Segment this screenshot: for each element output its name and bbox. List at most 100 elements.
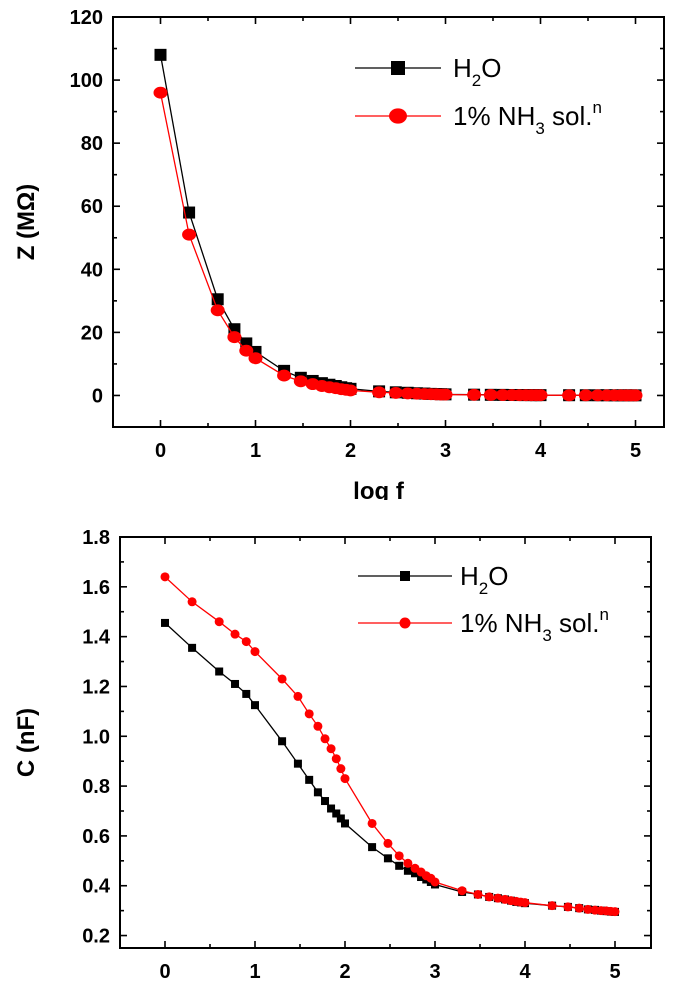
data-point: [154, 48, 167, 61]
data-point: [332, 809, 341, 818]
data-point: [457, 886, 467, 896]
x-tick-label: 5: [630, 440, 641, 462]
data-point: [293, 691, 303, 701]
x-axis-title: log f: [353, 478, 405, 500]
y-tick-label: 1.8: [82, 527, 110, 549]
data-point: [383, 854, 392, 863]
data-point: [248, 352, 263, 365]
y-tick-label: 1.0: [82, 726, 110, 748]
legend-label: 1% NH3 sol.n: [453, 98, 602, 138]
y-axis-title: Z (MΩ): [13, 184, 40, 261]
data-point: [313, 721, 323, 731]
data-point: [215, 667, 224, 676]
x-tick-label: 1: [249, 961, 260, 983]
legend-entry-h2o: H2O: [358, 561, 508, 598]
data-point: [278, 737, 287, 746]
series-nh3: [153, 86, 643, 402]
data-point: [336, 814, 345, 823]
data-point: [473, 889, 483, 899]
data-point: [230, 629, 240, 639]
legend-label: H2O: [460, 561, 508, 598]
data-point: [183, 206, 196, 219]
data-point: [484, 892, 494, 902]
data-point: [326, 744, 336, 754]
data-point: [533, 389, 548, 402]
data-point: [341, 819, 349, 828]
plot-frame: [112, 16, 665, 428]
data-point: [293, 759, 302, 768]
series-line: [159, 92, 636, 397]
x-tick-label: 0: [155, 440, 166, 462]
legend-entry-nh3: 1% NH3 sol.n: [355, 98, 602, 138]
data-point: [153, 86, 168, 99]
y-tick-label: 0.6: [82, 826, 110, 848]
data-point: [563, 902, 573, 912]
data-point: [251, 701, 259, 710]
data-point: [340, 774, 350, 784]
data-point: [210, 304, 225, 317]
x-tick-label: 0: [159, 961, 170, 983]
data-point: [628, 389, 643, 402]
data-point: [403, 858, 413, 868]
data-point: [343, 384, 358, 397]
data-point: [161, 618, 169, 627]
y-tick-label: 1.2: [82, 676, 110, 698]
data-point: [336, 764, 346, 774]
data-point: [562, 389, 577, 402]
y-tick-label: 0.4: [82, 876, 111, 898]
data-point: [250, 647, 260, 657]
data-point: [383, 838, 393, 848]
x-tick-label: 4: [519, 961, 531, 983]
data-point: [239, 344, 254, 357]
x-tick-label: 5: [609, 961, 620, 983]
legend-marker: [400, 571, 410, 581]
data-point: [277, 369, 292, 382]
data-point: [574, 903, 584, 913]
data-point: [277, 674, 287, 684]
legend-marker: [399, 617, 411, 629]
data-point: [367, 818, 377, 828]
data-point: [578, 389, 593, 402]
data-point: [438, 388, 453, 401]
data-point: [242, 689, 251, 698]
data-point: [327, 804, 336, 813]
data-point: [231, 679, 240, 688]
y-axis-title: C (nF): [13, 708, 40, 777]
y-tick-label: 60: [81, 196, 103, 218]
x-tick-label: 2: [345, 440, 356, 462]
data-point: [403, 866, 412, 875]
y-tick-label: 0: [92, 385, 103, 407]
data-point: [610, 907, 620, 917]
legend-marker: [391, 61, 405, 75]
x-tick-label: 2: [339, 961, 350, 983]
series-h2o: [161, 618, 619, 916]
y-tick-label: 0.8: [82, 776, 110, 798]
data-point: [227, 331, 242, 344]
data-point: [493, 893, 503, 903]
legend-entry-h2o: H2O: [355, 53, 501, 90]
data-point: [293, 375, 308, 388]
data-point: [368, 843, 377, 852]
y-tick-label: 1.6: [82, 577, 110, 599]
x-tick-label: 3: [429, 961, 440, 983]
data-point: [394, 851, 404, 861]
data-point: [321, 797, 330, 806]
data-point: [320, 734, 330, 744]
data-point: [372, 386, 387, 399]
data-point: [411, 869, 420, 878]
data-point: [417, 873, 426, 882]
data-point: [241, 637, 251, 647]
plot-frame: [119, 536, 652, 949]
y-tick-label: 1.4: [82, 627, 111, 649]
data-point: [547, 901, 557, 911]
data-point: [188, 643, 197, 652]
data-point: [467, 388, 482, 401]
data-point: [331, 754, 341, 764]
data-point: [583, 904, 593, 914]
x-tick-label: 1: [250, 440, 261, 462]
series-line: [164, 622, 616, 913]
legend-entry-nh3: 1% NH3 sol.n: [358, 605, 609, 645]
y-tick-label: 40: [81, 259, 103, 281]
